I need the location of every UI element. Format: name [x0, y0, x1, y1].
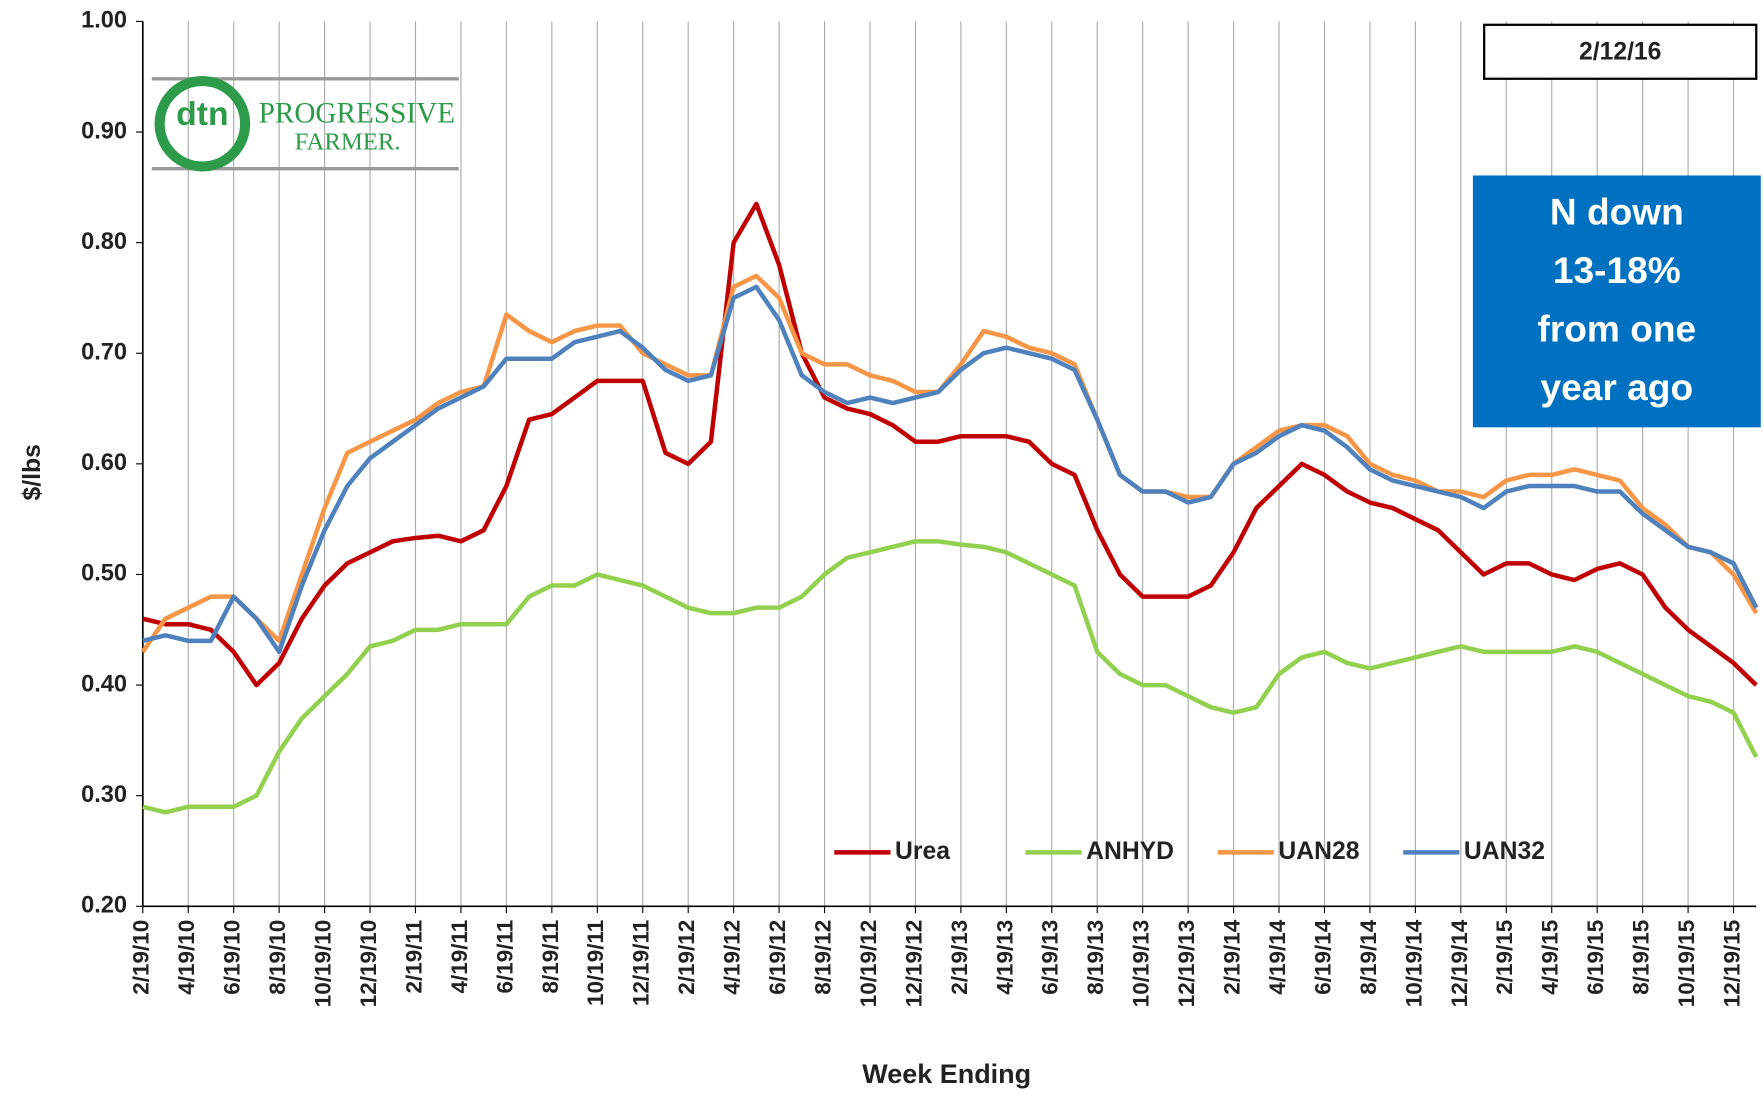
y-axis-label: $/lbs — [19, 444, 46, 500]
x-tick-label: 2/19/11 — [401, 920, 426, 994]
y-tick-label: 0.40 — [81, 671, 127, 697]
x-tick-label: 10/19/15 — [1674, 920, 1699, 1007]
series-line — [142, 201, 1758, 688]
x-tick-label: 4/19/12 — [720, 920, 745, 995]
legend-label: UAN32 — [1464, 838, 1545, 865]
x-tick-label: 2/19/12 — [674, 920, 699, 995]
x-tick-label: 8/19/11 — [538, 920, 563, 994]
x-tick-label: 12/19/11 — [629, 920, 654, 1006]
y-tick-label: 0.20 — [81, 893, 127, 919]
x-tick-label: 6/19/15 — [1583, 920, 1608, 995]
x-tick-label: 12/19/12 — [901, 920, 926, 1007]
x-tick-label: 10/19/10 — [311, 920, 336, 1007]
y-tick-label: 0.60 — [81, 450, 127, 476]
x-tick-label: 6/19/13 — [1038, 920, 1063, 995]
x-tick-label: 8/19/15 — [1629, 920, 1654, 995]
x-tick-label: 12/19/13 — [1174, 920, 1199, 1007]
logo-name: FARMER. — [295, 129, 401, 156]
annotation: year ago — [1541, 366, 1694, 408]
x-tick-label: 8/19/12 — [810, 920, 835, 995]
x-tick-label: 2/19/14 — [1220, 919, 1245, 994]
x-tick-label: 6/19/14 — [1310, 919, 1335, 994]
annotation-box — [1472, 175, 1761, 428]
x-tick-label: 10/19/12 — [856, 920, 881, 1007]
x-tick-label: 4/19/15 — [1538, 920, 1563, 995]
date-box — [1483, 23, 1758, 80]
x-tick-label: 12/19/14 — [1447, 919, 1472, 1007]
x-tick-label: 10/19/13 — [1129, 920, 1154, 1007]
legend-label: ANHYD — [1086, 838, 1174, 865]
x-tick-label: 2/19/10 — [129, 920, 154, 995]
x-tick-label: 6/19/12 — [765, 920, 790, 995]
x-tick-label: 12/19/15 — [1719, 920, 1744, 1007]
y-tick-label: 0.70 — [81, 339, 127, 365]
x-tick-label: 4/19/14 — [1265, 919, 1290, 994]
logo-name: PROGRESSIVE — [259, 98, 455, 130]
annotation: N down — [1550, 191, 1684, 233]
x-tick-label: 2/19/13 — [947, 920, 972, 995]
x-tick-label: 8/19/14 — [1356, 919, 1381, 994]
x-tick-label: 6/19/11 — [492, 920, 517, 994]
x-tick-label: 12/19/10 — [356, 920, 381, 1007]
x-tick-label: 6/19/10 — [220, 920, 245, 995]
date-label: 2/12/16 — [1579, 38, 1661, 65]
x-tick-label: 2/19/15 — [1492, 920, 1517, 995]
y-tick-label: 0.80 — [81, 229, 127, 255]
annotation: from one — [1537, 308, 1696, 350]
x-tick-label: 10/19/14 — [1401, 919, 1426, 1007]
legend-label: Urea — [895, 838, 950, 865]
x-tick-label: 8/19/10 — [265, 920, 290, 995]
logo: dtn PROGRESSIVE FARMER. — [151, 75, 459, 172]
x-axis-label: Week Ending — [862, 1059, 1031, 1089]
series-line — [142, 539, 1759, 815]
legend-label: UAN28 — [1278, 838, 1359, 865]
annotation: 13-18% — [1553, 249, 1681, 291]
x-tick-label: 10/19/11 — [583, 920, 608, 1006]
logo-mark: dtn — [176, 95, 228, 133]
y-tick-label: 0.50 — [81, 561, 127, 587]
x-tick-label: 4/19/13 — [992, 920, 1017, 995]
x-tick-label: 4/19/10 — [174, 920, 199, 995]
y-tick-label: 0.90 — [81, 118, 127, 144]
y-tick-label: 1.00 — [81, 8, 127, 34]
x-tick-label: 8/19/13 — [1083, 920, 1108, 995]
x-tick-label: 4/19/11 — [447, 920, 472, 994]
y-tick-label: 0.30 — [81, 782, 127, 808]
series-line — [142, 284, 1759, 655]
